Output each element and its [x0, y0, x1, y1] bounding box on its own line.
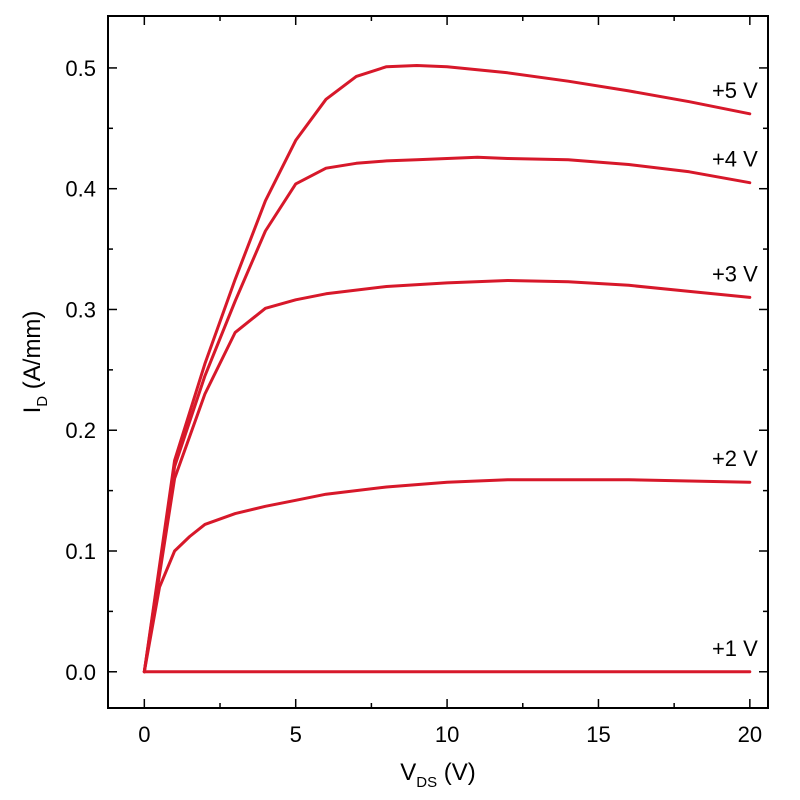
y-axis-unit: (A/mm): [19, 311, 46, 396]
y-tick-label: 0.4: [65, 177, 96, 202]
y-tick-label: 0.0: [65, 660, 96, 685]
y-tick-label: 0.5: [65, 56, 96, 81]
curve-line: [142, 64, 752, 674]
curve-line: [142, 478, 752, 674]
y-axis-title: ID (A/mm): [19, 311, 51, 414]
axis-ticks: [108, 16, 768, 708]
x-tick-label: 15: [586, 722, 610, 747]
y-tick-label: 0.2: [65, 418, 96, 443]
x-axis-subscript: DS: [416, 774, 437, 791]
x-tick-label: 5: [290, 722, 302, 747]
curve-label: +2 V: [712, 446, 758, 471]
tick-labels: 0 5 10 15 20 0.0 0.1 0.2 0.3 0.4 0.5: [65, 56, 762, 747]
x-tick-label: 0: [138, 722, 150, 747]
curve-label: +5 V: [712, 78, 758, 103]
curve-label: +1 V: [712, 636, 758, 661]
curve-labels: +5 V +4 V +3 V +2 V +1 V: [712, 78, 758, 661]
x-axis-symbol: V: [400, 759, 416, 786]
curves: [142, 64, 752, 674]
x-tick-label: 20: [738, 722, 762, 747]
plot-frame: [107, 15, 769, 709]
y-tick-label: 0.3: [65, 297, 96, 322]
curve-line: [142, 279, 752, 674]
y-axis-symbol: I: [19, 407, 46, 414]
curve-label: +3 V: [712, 261, 758, 286]
curve-label: +4 V: [712, 147, 758, 172]
y-axis-subscript: D: [34, 396, 51, 407]
y-tick-label: 0.1: [65, 539, 96, 564]
x-tick-label: 10: [435, 722, 459, 747]
x-axis-unit: (V): [437, 759, 476, 786]
curve-line: [142, 155, 752, 674]
x-axis-title: VDS (V): [400, 759, 476, 791]
